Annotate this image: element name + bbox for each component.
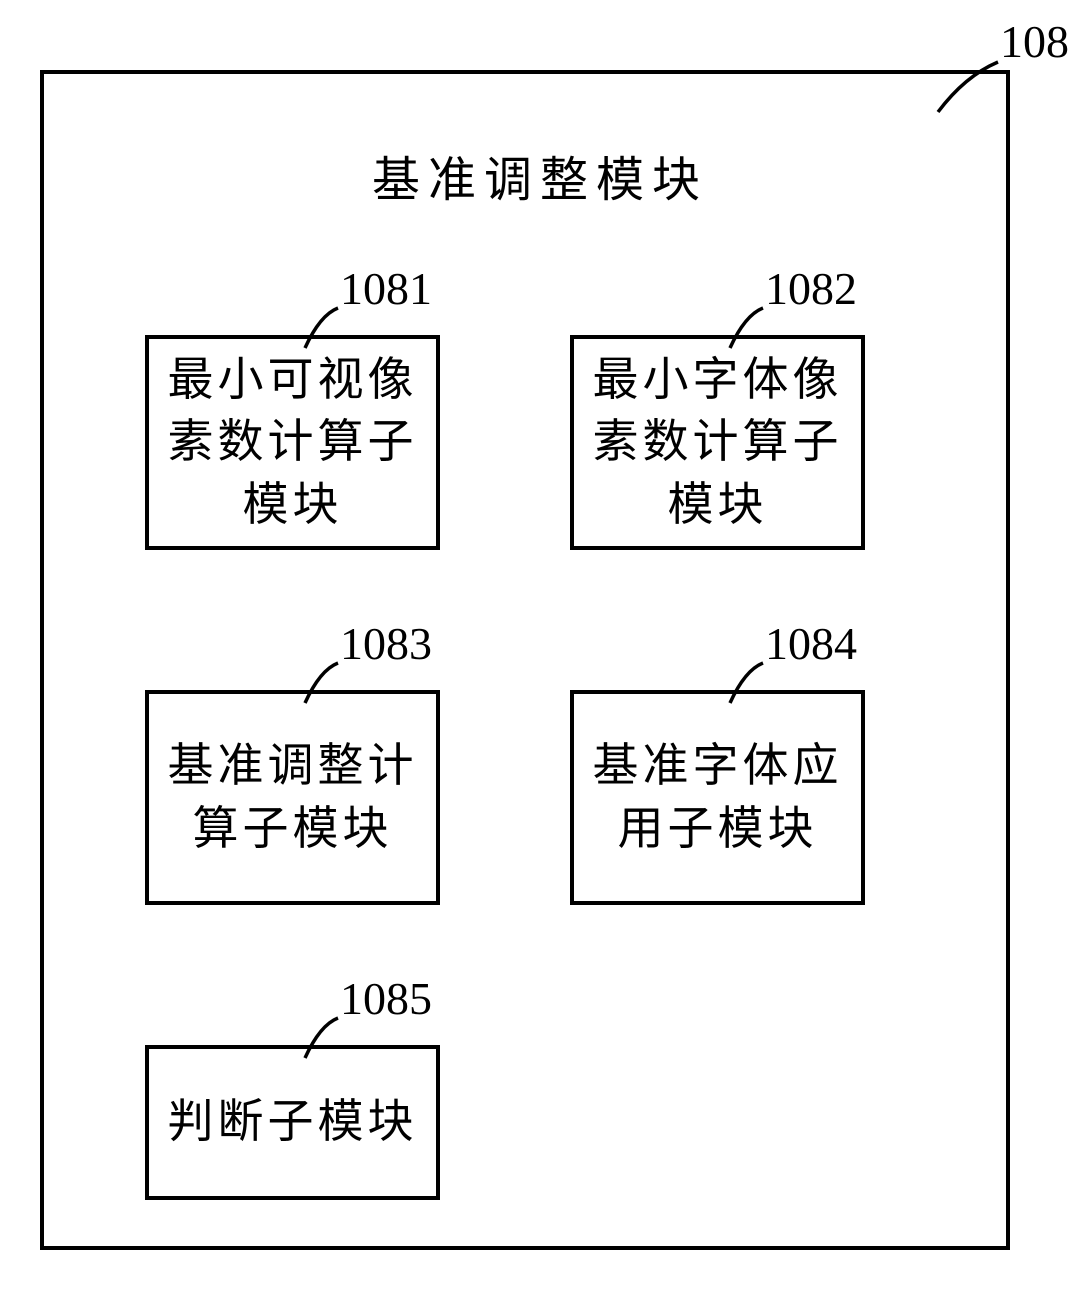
sub-module-text-1081: 最小可视像素数计算子模块 (162, 343, 424, 541)
sub-module-box-1081: 最小可视像素数计算子模块 (145, 335, 440, 550)
sub-module-ref-1084: 1084 (765, 617, 857, 670)
module-title: 基准调整模块 (372, 140, 708, 210)
diagram-container: 基准调整模块 108 最小可视像素数计算子模块 1081 最小字体像素数计算子模… (40, 70, 1040, 1270)
sub-module-text-1083: 基准调整计算子模块 (162, 729, 424, 865)
sub-module-box-1083: 基准调整计算子模块 (145, 690, 440, 905)
sub-module-text-1085: 判断子模块 (162, 1085, 424, 1159)
sub-module-ref-1081: 1081 (340, 262, 432, 315)
sub-module-box-1082: 最小字体像素数计算子模块 (570, 335, 865, 550)
sub-module-text-1082: 最小字体像素数计算子模块 (587, 343, 849, 541)
outer-module-ref-label: 108 (1000, 15, 1069, 68)
sub-module-ref-1082: 1082 (765, 262, 857, 315)
sub-module-text-1084: 基准字体应用子模块 (587, 729, 849, 865)
sub-module-ref-1083: 1083 (340, 617, 432, 670)
sub-module-ref-1085: 1085 (340, 972, 432, 1025)
sub-module-box-1085: 判断子模块 (145, 1045, 440, 1200)
sub-module-box-1084: 基准字体应用子模块 (570, 690, 865, 905)
